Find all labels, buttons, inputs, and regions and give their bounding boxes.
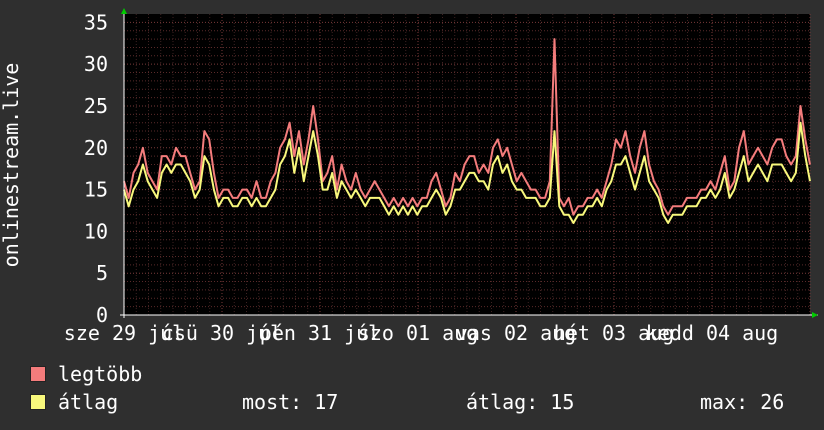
stat-average-value: 15: [550, 390, 575, 414]
y-tick-label: 30: [84, 52, 108, 76]
stat-current: most: 17: [242, 390, 338, 414]
y-tick-label: 5: [96, 261, 108, 285]
y-axis-label: onlinestream.live: [0, 63, 23, 268]
y-tick-label: 10: [84, 219, 108, 243]
y-ticks: 0 5 10 15 20 25 30 35: [84, 10, 108, 327]
x-tick-label: szo 01 aug: [358, 321, 478, 345]
legend-swatch-max: [30, 366, 46, 382]
stat-maximum-label: max:: [700, 390, 749, 414]
legend-item-max: legtöbb: [30, 362, 142, 386]
x-tick-label: kedd 04 aug: [646, 321, 778, 345]
x-tick-label: vas 02 aug: [456, 321, 576, 345]
y-axis-arrow-icon: [121, 8, 127, 14]
x-tick-label: csü 30 júl: [162, 321, 282, 345]
legend-label-max: legtöbb: [58, 362, 143, 386]
x-axis-arrow-icon: [812, 312, 818, 318]
series-line-max: [123, 38, 811, 216]
stat-maximum-value: 26: [760, 390, 785, 414]
stat-average: átlag: 15: [466, 390, 574, 414]
y-tick-label: 20: [84, 136, 108, 160]
y-tick-label: 15: [84, 178, 108, 202]
stat-current-label: most:: [242, 390, 303, 414]
stat-average-label: átlag:: [466, 390, 539, 414]
x-tick-label: hét 03 aug: [554, 321, 674, 345]
x-tick-label: pén 31 júl: [260, 321, 380, 345]
legend-item-avg: átlag: [30, 390, 118, 414]
legend-swatch-avg: [30, 394, 46, 410]
y-tick-label: 25: [84, 94, 108, 118]
series-line-avg: [123, 121, 811, 224]
y-tick-label: 35: [84, 10, 108, 34]
series-group: [123, 38, 811, 224]
axes: [120, 8, 818, 318]
stat-maximum: max: 26: [700, 390, 784, 414]
y-tick-label: 0: [96, 303, 108, 327]
x-tick-label: sze 29 júl: [64, 321, 184, 345]
stat-current-value: 17: [314, 390, 339, 414]
grid: [123, 14, 811, 315]
legend-label-avg: átlag: [58, 390, 119, 414]
